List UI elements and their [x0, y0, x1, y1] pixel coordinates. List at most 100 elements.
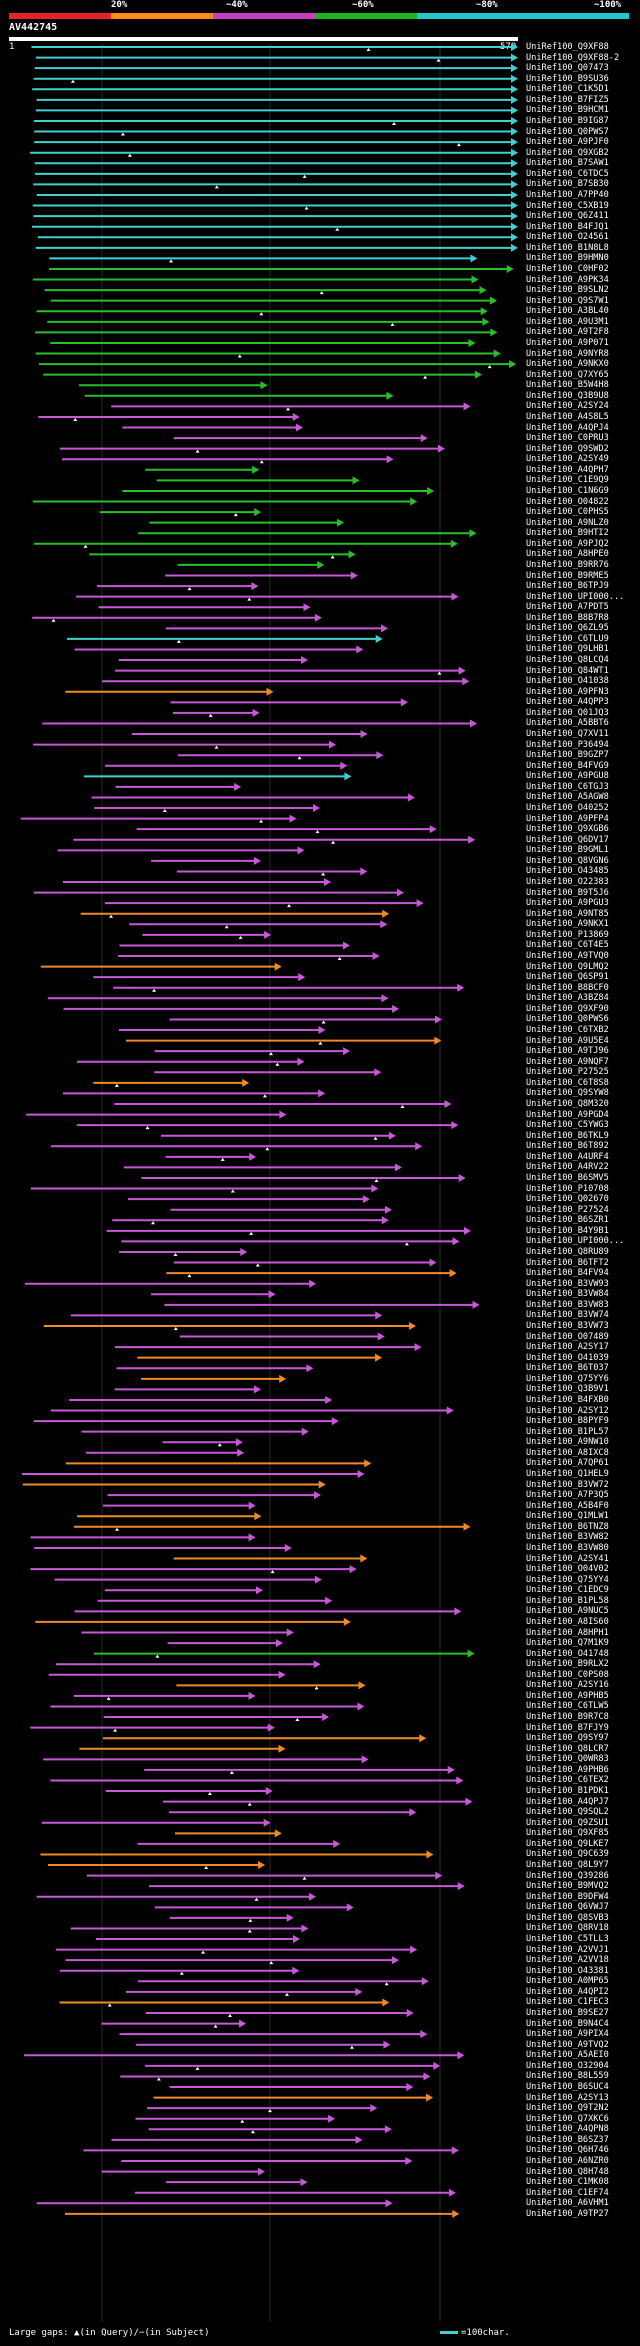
hit-label[interactable]: UniRef100_A9T2F8 [526, 327, 609, 338]
hit-label[interactable]: UniRef100_C6TLU9 [526, 633, 609, 644]
hit-label[interactable]: UniRef100_Q9XGB2 [526, 147, 609, 158]
hit-label[interactable]: UniRef100_A7P3Q5 [526, 1490, 609, 1501]
hit-label[interactable]: UniRef100_A9TVQ2 [526, 2039, 609, 2050]
hit-label[interactable]: UniRef100_A9PK34 [526, 274, 609, 285]
hit-label[interactable]: UniRef100_B6TNZ8 [526, 1521, 609, 1532]
hit-label[interactable]: UniRef100_Q75YY6 [526, 1373, 609, 1384]
hit-label[interactable]: UniRef100_B4FJQ1 [526, 221, 609, 232]
hit-label[interactable]: UniRef100_B6TKL9 [526, 1130, 609, 1141]
hit-label[interactable]: UniRef100_A4QPJ4 [526, 422, 609, 433]
hit-label[interactable]: UniRef100_A3BL40 [526, 306, 609, 317]
hit-label[interactable]: UniRef100_Q75YY4 [526, 1574, 609, 1585]
hit-label[interactable]: UniRef100_B3VW72 [526, 1479, 609, 1490]
hit-label[interactable]: UniRef100_B8PYF9 [526, 1416, 609, 1427]
hit-label[interactable]: UniRef100_P27525 [526, 1067, 609, 1078]
hit-label[interactable]: UniRef100_C1E9Q9 [526, 475, 609, 486]
hit-label[interactable]: UniRef100_Q1HEL9 [526, 1468, 609, 1479]
hit-label[interactable]: UniRef100_B6TPJ9 [526, 581, 609, 592]
hit-label[interactable]: UniRef100_B8L559 [526, 2071, 609, 2082]
hit-label[interactable]: UniRef100_Q7M1K9 [526, 1638, 609, 1649]
hit-label[interactable]: UniRef100_B6TFT2 [526, 1257, 609, 1268]
hit-label[interactable]: UniRef100_Q9SQL2 [526, 1807, 609, 1818]
hit-label[interactable]: UniRef100_Q01JQ3 [526, 707, 609, 718]
hit-label[interactable]: UniRef100_C5TLL3 [526, 1934, 609, 1945]
hit-label[interactable]: UniRef100_C5YWG3 [526, 1120, 609, 1131]
hit-label[interactable]: UniRef100_B7SAW1 [526, 158, 609, 169]
hit-label[interactable]: UniRef100_A4QPH7 [526, 464, 609, 475]
hit-label[interactable]: UniRef100_B7SB30 [526, 179, 609, 190]
hit-label[interactable]: UniRef100_B9MVQ2 [526, 1881, 609, 1892]
hit-label[interactable]: UniRef100_B1PL57 [526, 1426, 609, 1437]
hit-label[interactable]: UniRef100_C1EF74 [526, 2187, 609, 2198]
hit-label[interactable]: UniRef100_B8BCF0 [526, 982, 609, 993]
hit-label[interactable]: UniRef100_Q8RV18 [526, 1923, 609, 1934]
hit-label[interactable]: UniRef100_B3VW80 [526, 1542, 609, 1553]
hit-label[interactable]: UniRef100_O04V02 [526, 1564, 609, 1575]
hit-label[interactable]: UniRef100_C1MK08 [526, 2177, 609, 2188]
hit-label[interactable]: UniRef100_A9PJF0 [526, 137, 609, 148]
hit-label[interactable]: UniRef100_C6TDC5 [526, 168, 609, 179]
hit-label[interactable]: UniRef100_B3VW84 [526, 1289, 609, 1300]
hit-label[interactable]: UniRef100_C1EDC9 [526, 1585, 609, 1596]
hit-label[interactable]: UniRef100_A8IS60 [526, 1616, 609, 1627]
hit-label[interactable]: UniRef100_A2SY24 [526, 401, 609, 412]
hit-label[interactable]: UniRef100_Q1MLW1 [526, 1511, 609, 1522]
hit-label[interactable]: UniRef100_Q9LMQ2 [526, 961, 609, 972]
hit-label[interactable]: UniRef100_Q9XF90 [526, 1003, 609, 1014]
hit-label[interactable]: UniRef100_A7PP40 [526, 189, 609, 200]
hit-label[interactable]: UniRef100_Q8H748 [526, 2166, 609, 2177]
hit-label[interactable]: UniRef100_Q8RU89 [526, 1246, 609, 1257]
hit-label[interactable]: UniRef100_Q8L9Y7 [526, 1860, 609, 1871]
hit-label[interactable]: UniRef100_Q9C639 [526, 1849, 609, 1860]
hit-label[interactable]: UniRef100_A9PFN3 [526, 686, 609, 697]
hit-label[interactable]: UniRef100_B6SMV5 [526, 1172, 609, 1183]
hit-label[interactable]: UniRef100_A9TP27 [526, 2208, 609, 2219]
hit-label[interactable]: UniRef100_O32904 [526, 2060, 609, 2071]
hit-label[interactable]: UniRef100_Q8M320 [526, 1099, 609, 1109]
hit-label[interactable]: UniRef100_B9IG87 [526, 115, 609, 126]
hit-label[interactable]: UniRef100_B9GML1 [526, 845, 609, 856]
hit-label[interactable]: UniRef100_Q6VWJ7 [526, 1902, 609, 1913]
hit-label[interactable]: UniRef100_C6T4E5 [526, 940, 609, 951]
hit-label[interactable]: UniRef100_B3VW73 [526, 1320, 609, 1331]
hit-label[interactable]: UniRef100_A8HPE0 [526, 549, 609, 560]
hit-label[interactable]: UniRef100_Q6DV17 [526, 834, 609, 845]
hit-label[interactable]: UniRef100_Q8VGN6 [526, 855, 609, 866]
hit-label[interactable]: UniRef100_Q3B9V1 [526, 1384, 609, 1395]
hit-label[interactable]: UniRef100_B4FVG9 [526, 760, 609, 771]
hit-label[interactable]: UniRef100_A9PGD4 [526, 1109, 609, 1120]
hit-label[interactable]: UniRef100_Q7XV11 [526, 729, 609, 740]
hit-label[interactable]: UniRef100_Q84WT1 [526, 665, 609, 676]
hit-label[interactable]: UniRef100_P36494 [526, 739, 609, 750]
hit-label[interactable]: UniRef100_O41039 [526, 1352, 609, 1363]
hit-label[interactable]: UniRef100_B9RR76 [526, 559, 609, 570]
hit-label[interactable]: UniRef100_B9T5J6 [526, 887, 609, 898]
hit-label[interactable]: UniRef100_Q8LCQ4 [526, 655, 609, 666]
hit-label[interactable]: UniRef100_B4FV94 [526, 1268, 609, 1279]
hit-label[interactable]: UniRef100_A5BBT6 [526, 718, 609, 729]
hit-label[interactable]: UniRef100_C0PHS5 [526, 507, 609, 518]
hit-label[interactable]: UniRef100_Q0WR83 [526, 1754, 609, 1765]
hit-label[interactable]: UniRef100_Q0PWS6 [526, 1014, 609, 1025]
hit-label[interactable]: UniRef100_A9NKX0 [526, 359, 609, 370]
hit-label[interactable]: UniRef100_A2SY41 [526, 1553, 609, 1564]
hit-label[interactable]: UniRef100_C6TEX2 [526, 1775, 609, 1786]
hit-label[interactable]: UniRef100_UPI000... [526, 1236, 625, 1247]
hit-label[interactable]: UniRef100_A9NT85 [526, 908, 609, 919]
hit-label[interactable]: UniRef100_A7QP61 [526, 1458, 609, 1469]
hit-label[interactable]: UniRef100_A4RV22 [526, 1162, 609, 1173]
hit-label[interactable]: UniRef100_A4QPJ7 [526, 1796, 609, 1807]
hit-label[interactable]: UniRef100_Q9SWD2 [526, 443, 609, 454]
hit-label[interactable]: UniRef100_A9NYR8 [526, 348, 609, 359]
hit-label[interactable]: UniRef100_A9PFP4 [526, 813, 609, 824]
hit-label[interactable]: UniRef100_B3VW82 [526, 1532, 609, 1543]
hit-label[interactable]: UniRef100_P27524 [526, 1204, 609, 1215]
hit-label[interactable]: UniRef100_B9DFW4 [526, 1891, 609, 1902]
hit-label[interactable]: UniRef100_Q9SYW8 [526, 1088, 609, 1099]
hit-label[interactable]: UniRef100_A2SY49 [526, 454, 609, 465]
hit-label[interactable]: UniRef100_C6TXB2 [526, 1025, 609, 1035]
hit-label[interactable]: UniRef100_A2SY17 [526, 1342, 609, 1353]
hit-label[interactable]: UniRef100_B6SZR1 [526, 1215, 609, 1226]
hit-label[interactable]: UniRef100_O41748 [526, 1648, 609, 1659]
hit-label[interactable]: UniRef100_C6TGJ3 [526, 781, 609, 792]
